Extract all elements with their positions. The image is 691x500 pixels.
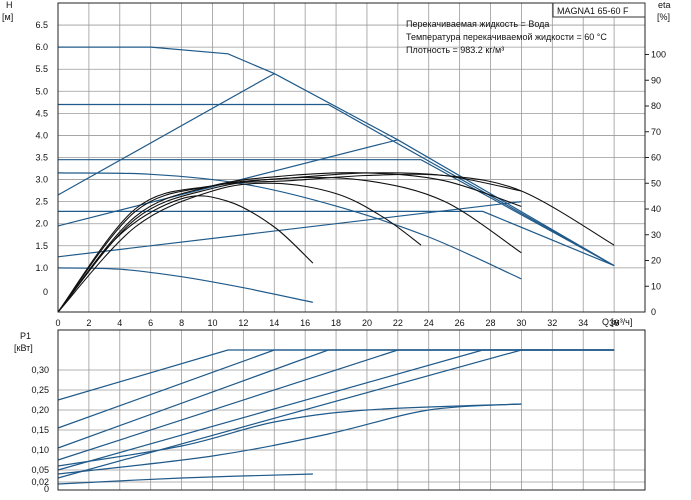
head-tick-label: 3.5 (35, 153, 48, 163)
x-tick-label: 24 (424, 318, 434, 328)
efficiency-curve (57, 182, 422, 313)
x-tick-label: 6 (148, 318, 153, 328)
x-tick-label: 20 (362, 318, 372, 328)
x-tick-label: 22 (393, 318, 403, 328)
power-tick-label: 0,10 (31, 445, 49, 455)
power-plot-frame (57, 329, 646, 491)
power-tick-label: 0,15 (31, 425, 49, 435)
x-tick-label: 12 (238, 318, 248, 328)
x-tick-label: 28 (486, 318, 496, 328)
head-tick-label: 5.5 (35, 64, 48, 74)
x-tick-label: 16 (300, 318, 310, 328)
head-proportional-speed-curve (57, 172, 522, 280)
power-proportional-curve (57, 403, 522, 467)
eta-tick-label: 10 (651, 281, 661, 291)
efficiency-curve (57, 172, 522, 313)
power-constant-curve (57, 349, 615, 479)
eta-tick-label: 70 (651, 127, 661, 137)
head-axis-labels: 0 2 4 6 8 10 12 14 16 18 20 22 24 26 28 30 32 34 361.01.52… (35, 20, 666, 328)
head-tick-label: 3.0 (35, 175, 48, 185)
flow-axis-title: Q (602, 317, 609, 327)
head-proportional-curve (57, 73, 275, 196)
efficiency-axis-title: eta (658, 0, 671, 10)
head-tick-label: 2.5 (35, 197, 48, 207)
eta-tick-label-zero: 0 (651, 307, 656, 317)
x-tick-label: 30 (516, 318, 526, 328)
x-tick-label: 18 (331, 318, 341, 328)
head-constant-curve (58, 210, 615, 267)
head-grid (57, 3, 645, 312)
eta-tick-label: 60 (651, 153, 661, 163)
head-axis-unit: [м] (2, 12, 13, 22)
head-max-curve (58, 46, 615, 267)
power-curves (57, 349, 615, 485)
head-tick-label: 1.5 (35, 241, 48, 251)
annotation-temperature: Температура перекачиваемой жидкости = 60… (406, 32, 607, 42)
x-tick-label: 4 (117, 318, 122, 328)
head-tick-label: 4.0 (35, 130, 48, 140)
x-tick-label: 2 (86, 318, 91, 328)
head-tick-label: 6.0 (35, 42, 48, 52)
flow-axis-unit: [м³/ч] (611, 317, 632, 327)
x-tick-label: 14 (269, 318, 279, 328)
eta-tick-label: 30 (651, 230, 661, 240)
head-proportional-curve (57, 201, 522, 258)
efficiency-axis-unit: [%] (657, 12, 670, 22)
x-tick-label: 32 (547, 318, 557, 328)
power-grid (57, 330, 645, 490)
power-tick-label: 0,25 (31, 385, 49, 395)
model-title-box (552, 2, 646, 18)
power-tick-label: 0,20 (31, 405, 49, 415)
power-min-speed-curve (57, 473, 313, 485)
head-tick-label: 6.5 (35, 20, 48, 30)
power-tick-label: 0,05 (31, 465, 49, 475)
x-tick-label: 0 (55, 318, 60, 328)
x-tick-label: 8 (179, 318, 184, 328)
eta-tick-label: 50 (651, 178, 661, 188)
head-min-speed-curve (57, 267, 314, 303)
head-constant-curve (58, 159, 615, 267)
head-tick-label: 2.0 (35, 219, 48, 229)
power-axis-unit: [кВт] (14, 343, 33, 353)
eta-tick-label: 20 (651, 256, 661, 266)
power-tick-label: 0,30 (31, 365, 49, 375)
head-tick-label: 1.0 (35, 263, 48, 273)
model-title: MAGNA1 65-60 F (557, 6, 629, 16)
head-tick-label-zero: 0 (43, 287, 48, 297)
head-and-efficiency-curves (57, 46, 615, 313)
efficiency-curve (57, 173, 615, 313)
power-tick-label-zero: 0 (44, 484, 49, 494)
x-tick-label: 36 (609, 318, 619, 328)
head-constant-curve (58, 103, 615, 267)
head-tick-label: 4.5 (35, 108, 48, 118)
annotation-liquid: Перекачиваемая жидкость = Вода (406, 19, 549, 29)
eta-tick-label: 40 (651, 204, 661, 214)
x-tick-label: 10 (207, 318, 217, 328)
power-axis-labels: 0,05 0,10 0,15 0,20 0,25 0,30 0,020 (31, 365, 49, 494)
head-tick-label: 5.0 (35, 86, 48, 96)
power-tick-label: 0,02 (31, 477, 49, 487)
power-axis-title: P1 (20, 331, 31, 341)
x-tick-label: 26 (455, 318, 465, 328)
power-proportional-curve (57, 403, 522, 475)
x-tick-label: 34 (578, 318, 588, 328)
eta-tick-label: 80 (651, 101, 661, 111)
efficiency-curve (57, 176, 522, 313)
annotation-density: Плотность = 983.2 кг/м³ (406, 45, 504, 55)
eta-tick-label: 90 (651, 75, 661, 85)
eta-tick-label: 100 (651, 50, 666, 60)
head-axis-title: H (6, 0, 13, 10)
